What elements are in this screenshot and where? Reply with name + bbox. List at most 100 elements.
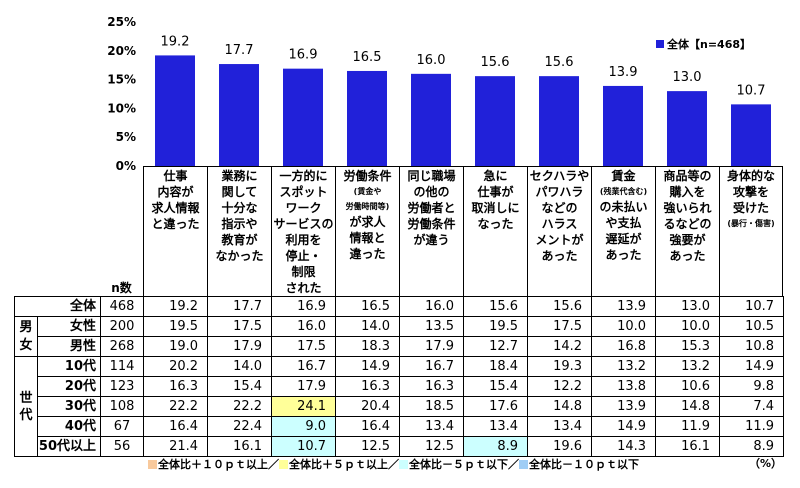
table-cell-value: 13.4 (527, 416, 593, 437)
table-cell-value: 14.8 (655, 396, 721, 417)
group-label: 世代 (19, 390, 33, 423)
category-label: セクハラや パワハラ などの ハラス メントが あった (527, 166, 591, 296)
table-cell-value: 22.4 (207, 416, 273, 437)
table-cell-value: 14.9 (719, 356, 785, 377)
category-label-line: 賃金 (611, 169, 636, 183)
category-label-line: 十分な (221, 201, 258, 215)
category-label-line: の未払い (599, 200, 648, 214)
category-labels: 仕事 内容が 求人情報 と違った 業務に 関して 十分な 指示や 教育が なかった 一方的に スポット… (143, 166, 783, 296)
chart-legend: 全体【n=468】 (656, 37, 751, 51)
row-label: 30代 (36, 396, 102, 417)
table-cell-value: 13.2 (591, 356, 657, 377)
bar-value-label: 16.0 (417, 53, 446, 68)
table-cell-value: 18.4 (463, 356, 529, 377)
highlight-legend-label: 全体比－１０ｐｔ以下 (529, 458, 639, 471)
category-label-line: などの (541, 201, 578, 215)
table-cell-value: 14.9 (335, 356, 401, 377)
category-label-line: 違った (349, 247, 386, 261)
category-label-line: 仕事 (163, 169, 188, 183)
bar-value-label: 15.6 (481, 55, 510, 70)
category-label-line: (残業代含む) (599, 187, 648, 196)
row-label: 20代 (36, 376, 102, 397)
table-cell-value: 13.9 (591, 396, 657, 417)
unit-label: （%） (749, 457, 783, 470)
category-label-line: スポット (279, 185, 328, 199)
table-cell-value: 24.1 (271, 396, 337, 417)
table-row: 男女 女性 200 19.5 17.5 16.0 14.0 13.5 19.5 17.5 10.0 1… (14, 316, 785, 357)
highlight-legend-item: 全体比＋１０ｐｔ以上／ (148, 456, 279, 472)
table-cell-value: 13.2 (655, 356, 721, 377)
category-label-line: あった (541, 249, 578, 263)
bar (347, 70, 387, 166)
table-row: 20代 123 16.3 15.4 17.9 16.3 16.3 15.4 12.2 13.8 10… (15, 376, 785, 397)
category-label-line: 遅延が (605, 232, 642, 246)
group-label: 男女 (19, 319, 33, 353)
category-label-line: 停止・ (285, 249, 322, 263)
category-label-line: パワハラ (535, 185, 584, 199)
table-cell-value: 19.0 (143, 336, 209, 357)
table-row-total: 全体 468 19.2 17.7 16.9 16.5 16.0 15.6 15.6 13.9 13.… (13, 296, 785, 317)
category-label-line: 労働者と (407, 201, 456, 215)
row-label: 10代 (36, 356, 102, 377)
category-label-line: 労働条件 (407, 217, 456, 231)
table-cell-value: 16.1 (207, 436, 273, 457)
category-label: 仕事 内容が 求人情報 と違った (143, 166, 207, 296)
y-tick-label: 10% (107, 101, 136, 115)
highlight-legend-label: 全体比－５ｐｔ以下／ (409, 458, 519, 471)
category-label-line: サービスの (273, 217, 334, 231)
highlight-legend-swatch (519, 459, 528, 469)
category-label-line: 取消しに (471, 201, 520, 215)
category-label-line: 指示や (221, 217, 258, 231)
table-cell-value: 9.8 (719, 376, 785, 397)
table-cell-value: 16.7 (271, 356, 337, 377)
table-cell-value: 18.5 (399, 396, 465, 417)
table-cell-value: 17.5 (527, 316, 593, 337)
category-label: 一方的に スポット ワーク サービスの 利用を 停止・ 制限 された (271, 166, 335, 296)
table-cell-value: 20.2 (143, 356, 209, 377)
table-cell-value: 16.3 (143, 376, 209, 397)
category-label-line: なかった (215, 249, 264, 263)
table-cell-value: 12.5 (335, 436, 401, 457)
table-cell-value: 20.4 (335, 396, 401, 417)
table-cell-value: 17.5 (271, 336, 337, 357)
category-label-line: 労働条件 (343, 169, 392, 183)
category-label: 労働条件 (賃金や 労働時間等) が求人 情報と 違った (335, 166, 399, 296)
n-value: 67 (100, 416, 145, 437)
table-cell-value: 22.2 (207, 396, 273, 417)
y-tick-label: 5% (116, 130, 136, 144)
category-label-line: 求人情報 (151, 201, 200, 215)
table-cell-value: 12.7 (463, 336, 529, 357)
category-label-line: 身体的な (726, 169, 775, 183)
table-cell-value: 14.8 (527, 396, 593, 417)
category-label-line: なった (477, 217, 514, 231)
bar-value-label: 16.5 (353, 50, 382, 65)
bar-value-label: 17.7 (225, 43, 254, 58)
category-label-line: あった (669, 249, 706, 263)
table-cell-value: 16.7 (399, 356, 465, 377)
category-label-line: 商品等の (663, 169, 712, 183)
table-cell-value: 13.0 (655, 296, 721, 317)
table-cell-value: 13.8 (591, 376, 657, 397)
group-label-cell: 世代 (14, 356, 38, 457)
category-label-line: 情報と (349, 231, 386, 245)
category-label: 急に 仕事が 取消しに なった (463, 166, 527, 296)
table-cell-value: 11.9 (655, 416, 721, 437)
table-row: 50代以上 56 21.4 16.1 10.7 12.5 12.5 8.9 19.6 14.3 16… (15, 436, 785, 457)
category-label-line: された (285, 281, 322, 295)
row-label: 50代以上 (36, 436, 102, 457)
table-cell-value: 16.0 (399, 296, 465, 317)
table-cell-value: 13.4 (463, 416, 529, 437)
category-label-line: るなどの (663, 217, 712, 231)
bar (219, 64, 259, 166)
category-label-line: 同じ職場 (407, 169, 456, 183)
row-label: 40代 (36, 416, 102, 437)
table-cell-value: 17.9 (399, 336, 465, 357)
bar-value-label: 16.9 (289, 48, 318, 63)
highlight-legend-item: 全体比－１０ｐｔ以下 (519, 456, 639, 472)
table-row: 男性 268 19.0 17.9 17.5 18.3 17.9 12.7 14.2 16.8 15.… (15, 336, 785, 357)
n-value: 123 (100, 376, 145, 397)
table-cell-value: 16.8 (591, 336, 657, 357)
category-label-line: 一方的に (279, 169, 328, 183)
table-cell-value: 16.5 (335, 296, 401, 317)
